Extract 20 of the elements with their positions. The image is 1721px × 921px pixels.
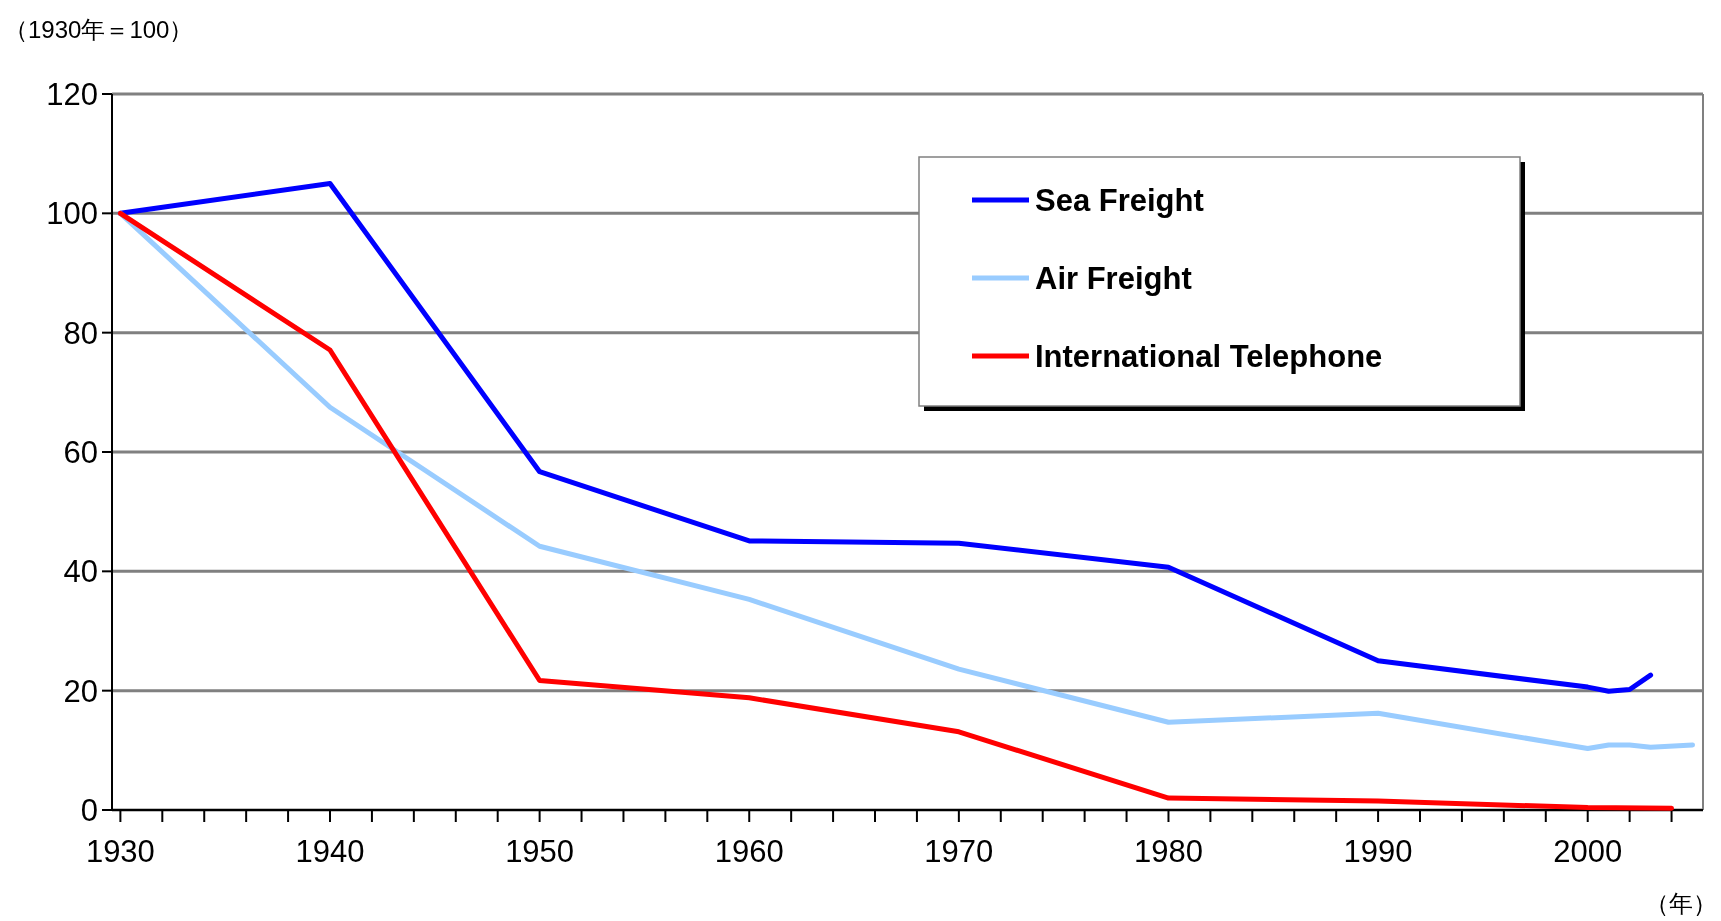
x-tick-label: 1950 bbox=[505, 834, 575, 869]
x-tick-label: 1940 bbox=[295, 834, 365, 869]
legend-label: International Telephone bbox=[1035, 339, 1383, 374]
y-tick-label: 20 bbox=[63, 673, 98, 709]
x-tick-label: 1980 bbox=[1133, 834, 1203, 869]
x-tick-label: 1930 bbox=[85, 834, 155, 869]
y-tick-label: 60 bbox=[63, 435, 98, 470]
y-axis-title: （1930年＝100） bbox=[4, 16, 194, 43]
y-tick-label: 120 bbox=[46, 77, 98, 112]
legend-label: Air Freight bbox=[1035, 261, 1192, 296]
legend-label: Sea Freight bbox=[1035, 183, 1204, 218]
y-tick-label: 40 bbox=[63, 554, 98, 590]
x-tick-label: 1970 bbox=[924, 834, 994, 869]
x-axis-title: （年） bbox=[1645, 890, 1717, 917]
x-tick-label: 1990 bbox=[1343, 834, 1413, 869]
x-tick-label: 2000 bbox=[1553, 834, 1623, 869]
y-tick-label: 80 bbox=[63, 315, 98, 351]
y-tick-label: 100 bbox=[46, 196, 98, 232]
y-tick-label: 0 bbox=[80, 793, 98, 828]
x-tick-label: 1960 bbox=[714, 834, 784, 869]
